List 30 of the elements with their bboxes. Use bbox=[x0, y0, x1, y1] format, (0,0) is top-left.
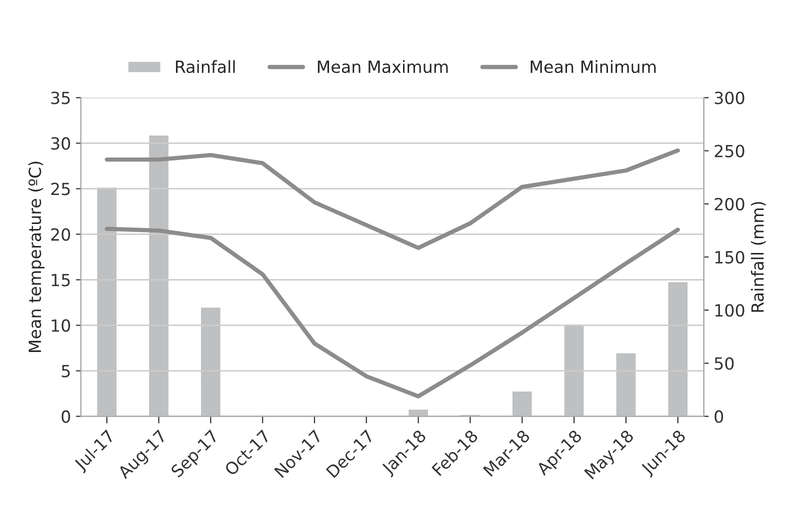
bar bbox=[148, 134, 170, 416]
bar bbox=[96, 186, 118, 416]
bar bbox=[666, 280, 689, 416]
y2-tick-label: 250 bbox=[714, 144, 744, 158]
y2-tick-label: 150 bbox=[715, 250, 744, 264]
legend-label: Rainfall bbox=[176, 60, 235, 74]
y-tick-label: 20 bbox=[51, 228, 70, 241]
y-tick-label: 25 bbox=[51, 182, 70, 196]
bar bbox=[614, 352, 638, 416]
y-tick-label: 30 bbox=[51, 137, 70, 150]
bar bbox=[200, 306, 222, 416]
bar bbox=[511, 390, 534, 416]
y2-tick-label: 100 bbox=[715, 304, 744, 317]
line-series bbox=[104, 148, 680, 250]
y-tick-label: 5 bbox=[62, 364, 70, 378]
legend-label: Mean Maximum bbox=[318, 60, 448, 74]
bar bbox=[407, 408, 430, 416]
y-tick-label: 15 bbox=[52, 274, 70, 286]
y2-tick-label: 300 bbox=[714, 92, 744, 104]
y2-tick-label: 200 bbox=[714, 198, 744, 210]
y2-axis-title: Rainfall (mm) bbox=[750, 202, 766, 312]
y-tick-label: 35 bbox=[51, 92, 70, 104]
y-tick-label: 0 bbox=[62, 410, 70, 423]
y2-tick-label: 50 bbox=[714, 357, 734, 370]
y-axis-title: Mean temperature (ºC) bbox=[28, 162, 44, 352]
bar bbox=[562, 323, 586, 416]
legend-label: Mean Minimum bbox=[530, 60, 656, 74]
line-series bbox=[104, 226, 680, 398]
y-tick-label: 10 bbox=[52, 319, 70, 332]
y2-tick-label: 0 bbox=[714, 410, 724, 423]
